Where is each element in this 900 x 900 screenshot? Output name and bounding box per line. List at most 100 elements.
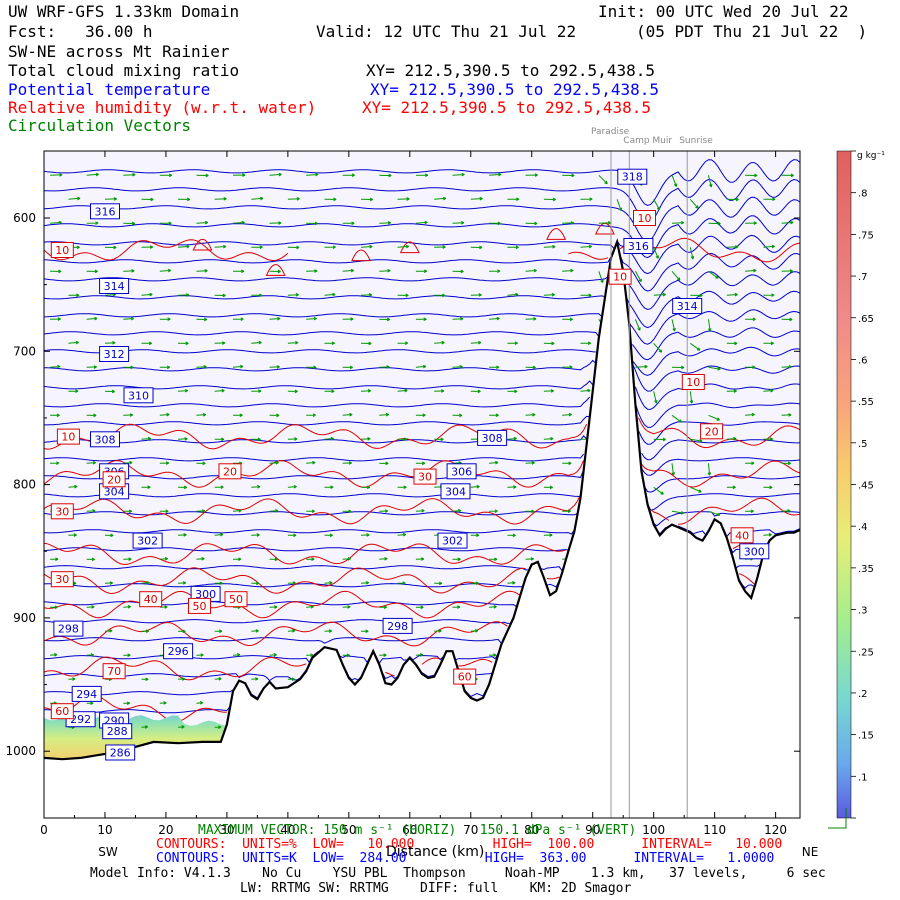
- circulation-vector: [123, 221, 136, 226]
- circulation-vector: [324, 533, 333, 538]
- circulation-vector: [159, 701, 167, 705]
- circulation-vector: [141, 197, 154, 202]
- circulation-vector: [653, 391, 658, 404]
- circulation-vector: [507, 245, 519, 250]
- circulation-vector: [489, 269, 501, 273]
- circulation-vector: [68, 533, 77, 537]
- rh-label-box: [102, 663, 126, 680]
- circulation-vector: [269, 365, 280, 369]
- circulation-vector: [745, 412, 755, 417]
- y-tick-label: 700: [13, 344, 36, 358]
- circulation-vector: [50, 173, 63, 177]
- circulation-vector: [689, 247, 695, 260]
- circulation-vector: [141, 629, 150, 633]
- circulation-vector: [397, 532, 407, 537]
- circulation-vector: [616, 199, 622, 212]
- circulation-vector: [287, 581, 296, 585]
- circulation-vector: [86, 172, 99, 177]
- circulation-vector: [507, 485, 517, 489]
- rh-label-box: [413, 468, 437, 485]
- circulation-vector: [342, 221, 355, 226]
- circulation-vector: [562, 365, 573, 369]
- circulation-vector: [68, 677, 76, 681]
- circulation-vector: [379, 653, 387, 657]
- circulation-vector: [708, 175, 713, 188]
- circulation-vector: [397, 293, 409, 298]
- circulation-vector: [123, 557, 132, 561]
- y-tick-label: 800: [13, 478, 36, 492]
- circulation-vector: [50, 220, 62, 225]
- circulation-vector: [507, 197, 520, 202]
- circulation-vector: [141, 725, 149, 729]
- circulation-vector: [287, 389, 298, 394]
- circulation-vector: [360, 293, 373, 297]
- theta-label-box: [739, 543, 770, 560]
- theta-contour: [44, 327, 800, 361]
- circulation-vector: [745, 221, 757, 225]
- rh-label: 20: [705, 425, 719, 438]
- theta-label: 314: [104, 280, 125, 293]
- circulation-vector: [104, 197, 117, 201]
- circulation-vector: [306, 653, 314, 657]
- field-name-theta: Potential temperature: [8, 80, 211, 99]
- colorbar-label: .7: [858, 272, 868, 283]
- circulation-vector: [178, 677, 186, 681]
- circulation-vector: [123, 316, 134, 321]
- theta-label-box: [617, 168, 648, 185]
- circulation-vector: [269, 172, 282, 177]
- rh-label-box: [730, 527, 754, 544]
- circulation-vector: [543, 197, 556, 202]
- valid-time: Valid: 12 UTC Thu 21 Jul 22: [316, 22, 577, 41]
- circulation-vector: [141, 245, 154, 249]
- circulation-vector: [178, 629, 186, 634]
- rh-label: 20: [223, 465, 237, 478]
- circulation-vector: [178, 244, 190, 249]
- colorbar-label: .5: [858, 439, 868, 450]
- circulation-vector: [489, 316, 500, 321]
- theta-contour: [44, 359, 800, 392]
- rh-label: 10: [55, 244, 69, 257]
- theta-label: 304: [445, 485, 466, 498]
- circulation-vector: [287, 533, 297, 538]
- theta-contour: [44, 601, 517, 608]
- circulation-vector: [543, 244, 556, 249]
- circulation-vector: [360, 341, 372, 346]
- theta-contour: [44, 178, 800, 225]
- circulation-vector: [799, 246, 800, 248]
- circulation-vector: [123, 413, 134, 417]
- circulation-vector: [306, 365, 317, 370]
- circulation-vector: [123, 701, 131, 705]
- circulation-vector: [690, 438, 703, 443]
- circulation-vector: [269, 461, 279, 465]
- circulation-vector: [214, 485, 224, 489]
- circulation-vector: [178, 197, 191, 202]
- circulation-vector: [159, 173, 173, 178]
- rh-label: 20: [107, 473, 121, 486]
- circulation-vector: [415, 605, 424, 610]
- circulation-vector: [360, 485, 371, 490]
- circulation-vector: [232, 413, 243, 418]
- circulation-vector: [232, 364, 244, 369]
- circulation-vector: [86, 365, 97, 369]
- circulation-vector: [525, 317, 537, 321]
- circulation-vector: [653, 486, 664, 495]
- circulation-vector: [232, 653, 241, 657]
- rh-label: 30: [418, 471, 432, 484]
- circulation-vector: [269, 557, 278, 562]
- rh-label-box: [50, 242, 74, 258]
- circulation-vector: [379, 605, 388, 610]
- colorbar-label: .35: [858, 564, 874, 575]
- rh-label-box: [56, 428, 80, 445]
- rh-contour: [44, 590, 520, 619]
- circulation-vector: [141, 341, 153, 346]
- circulation-vector: [470, 484, 480, 489]
- circulation-vector: [50, 413, 60, 418]
- rh-label: 30: [55, 505, 69, 518]
- circulation-vector: [214, 244, 227, 249]
- circulation-vector: [287, 340, 299, 345]
- circulation-vector: [178, 725, 185, 729]
- circulation-vector: [671, 414, 683, 423]
- colorbar-label: .3: [858, 606, 868, 617]
- circulation-vector: [306, 509, 315, 514]
